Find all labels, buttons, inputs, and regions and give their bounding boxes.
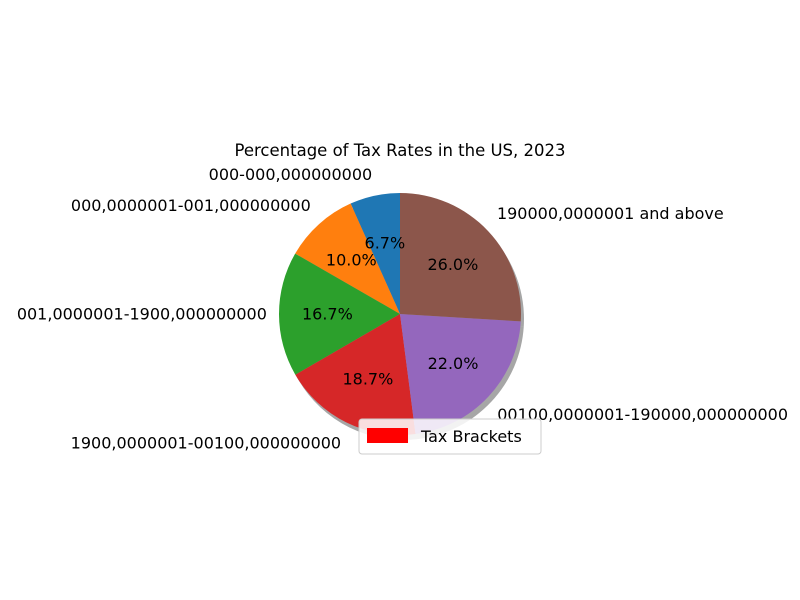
- pie-slice: [295, 203, 400, 314]
- slice-label: 190000,0000001 and above: [497, 204, 724, 223]
- slice-label: 000,0000001-001,000000000: [71, 196, 311, 215]
- percent-label: 16.7%: [302, 305, 353, 324]
- pie-slice: [350, 193, 400, 314]
- legend-label: Tax Brackets: [420, 427, 522, 446]
- pie-slice: [400, 314, 521, 434]
- percent-label: 26.0%: [427, 255, 478, 274]
- slice-labels: 000-000,000000000 000,0000001-001,0000000…: [17, 165, 788, 453]
- slice-label: 000-000,000000000: [209, 165, 373, 184]
- slice-label: 00100,0000001-190000,000000000: [497, 405, 788, 424]
- pie-slices: [279, 193, 522, 435]
- percent-label: 18.7%: [342, 370, 393, 389]
- pie-slice: [400, 193, 522, 322]
- legend: Tax Brackets: [358, 418, 542, 455]
- percent-label: 10.0%: [326, 251, 377, 270]
- percent-label: 6.7%: [365, 233, 406, 252]
- percent-labels: 6.7%10.0% 16.7% 18.7% 22.0% 26.0%: [302, 233, 478, 388]
- pie-slice: [279, 253, 400, 375]
- legend-swatch: [367, 428, 408, 443]
- slice-label: 1900,0000001-00100,000000000: [71, 433, 341, 452]
- slice-label: 001,0000001-1900,000000000: [17, 305, 267, 324]
- pie-slice: [295, 314, 416, 435]
- percent-label: 22.0%: [428, 354, 479, 373]
- legend-frame: [358, 418, 542, 455]
- chart-title: Percentage of Tax Rates in the US, 2023: [235, 141, 566, 160]
